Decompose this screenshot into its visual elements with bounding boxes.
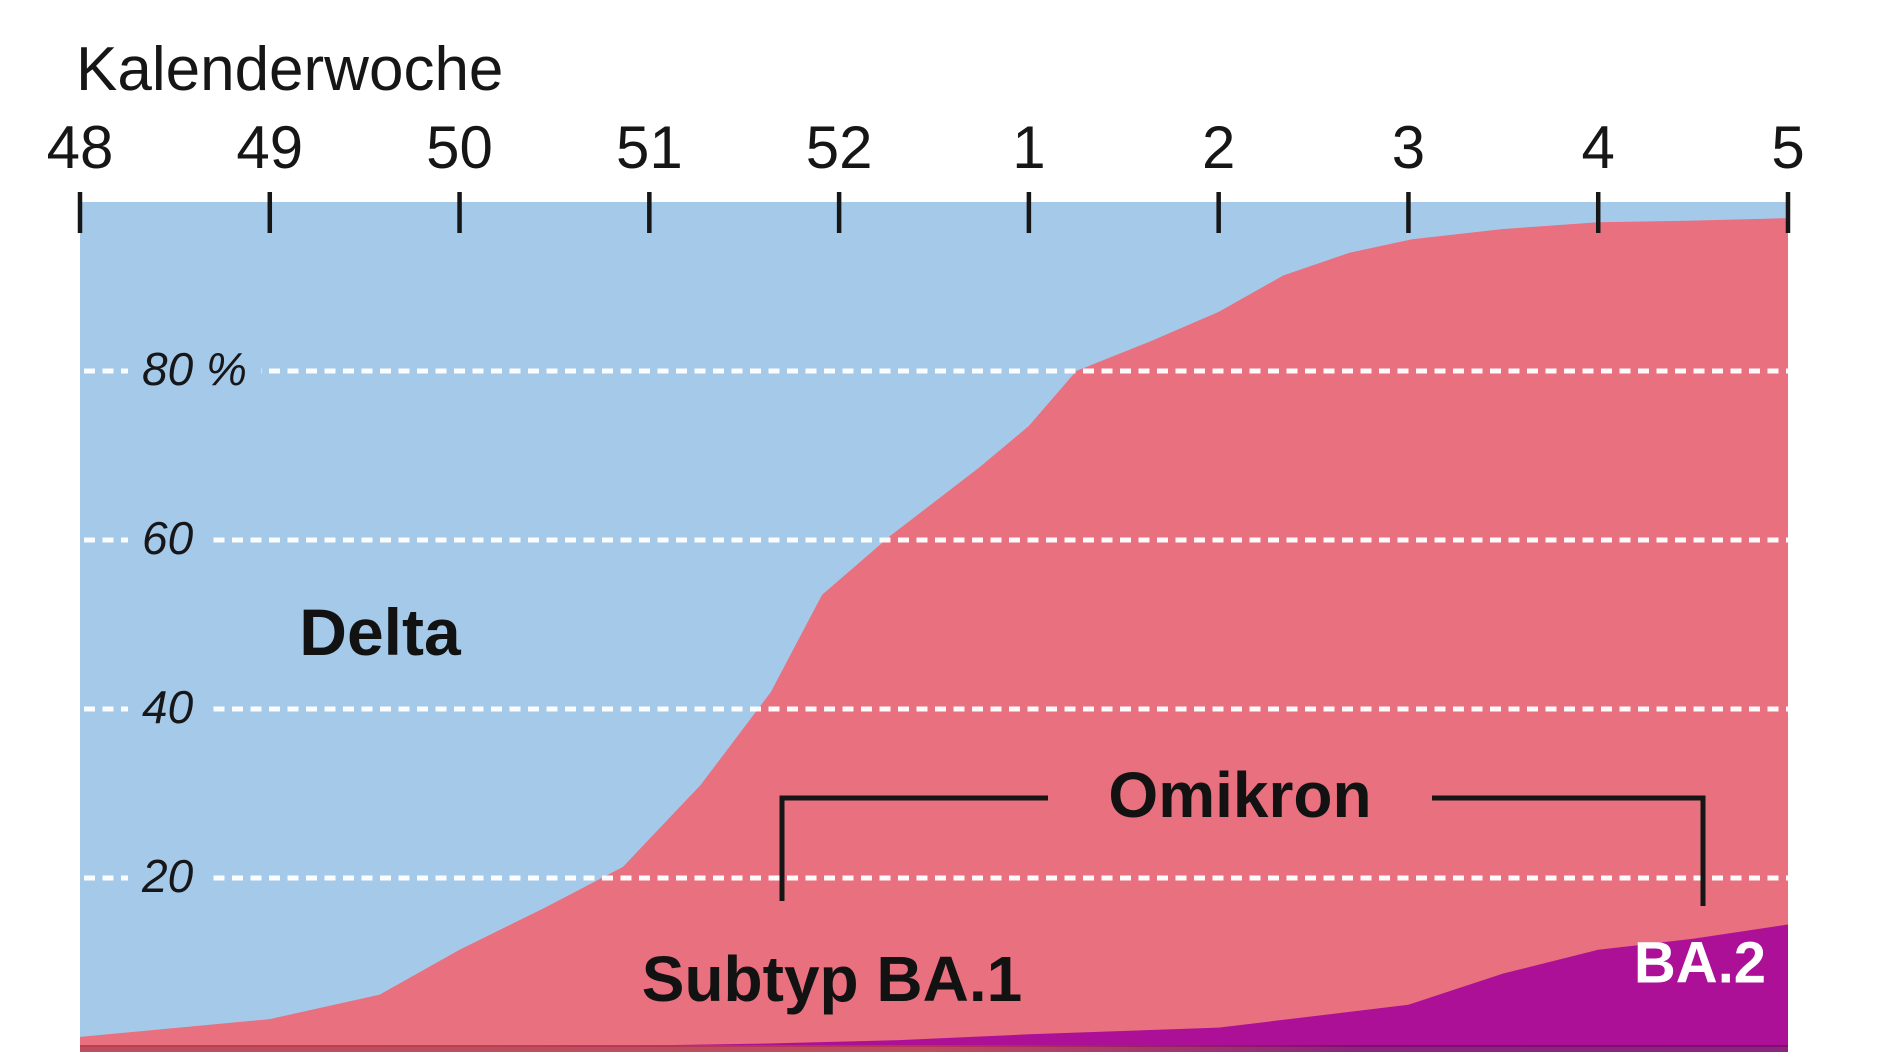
week-tick-label-2: 2 xyxy=(1201,114,1236,181)
week-tick-label-51: 51 xyxy=(615,114,683,181)
y-axis-label-20: 20 xyxy=(128,848,208,903)
week-tick-label-1: 1 xyxy=(1012,114,1046,181)
y-axis-label-40: 40 xyxy=(128,679,208,734)
x-axis-title: Kalenderwoche xyxy=(76,35,504,104)
week-tick-label-5: 5 xyxy=(1771,114,1805,181)
week-tick-label-3: 3 xyxy=(1391,114,1426,181)
chart-baseline xyxy=(80,1045,1788,1052)
omikron-group-label: Omikron xyxy=(1108,759,1372,831)
y-axis-label-80: 80 % xyxy=(128,341,261,396)
omikron-ba2-area xyxy=(80,924,1788,1047)
delta-area-label: Delta xyxy=(299,595,461,669)
omikron-ba1-area xyxy=(80,218,1788,1048)
week-tick-label-50: 50 xyxy=(426,114,493,181)
week-tick-label-4: 4 xyxy=(1581,114,1615,181)
week-tick-label-52: 52 xyxy=(805,114,873,181)
subtyp-ba1-area-label: Subtyp BA.1 xyxy=(641,943,1023,1015)
y-axis-label-60: 60 xyxy=(128,510,208,565)
ba2-area-label: BA.2 xyxy=(1633,930,1767,996)
week-tick-label-49: 49 xyxy=(236,114,304,181)
week-tick-label-48: 48 xyxy=(46,114,114,181)
